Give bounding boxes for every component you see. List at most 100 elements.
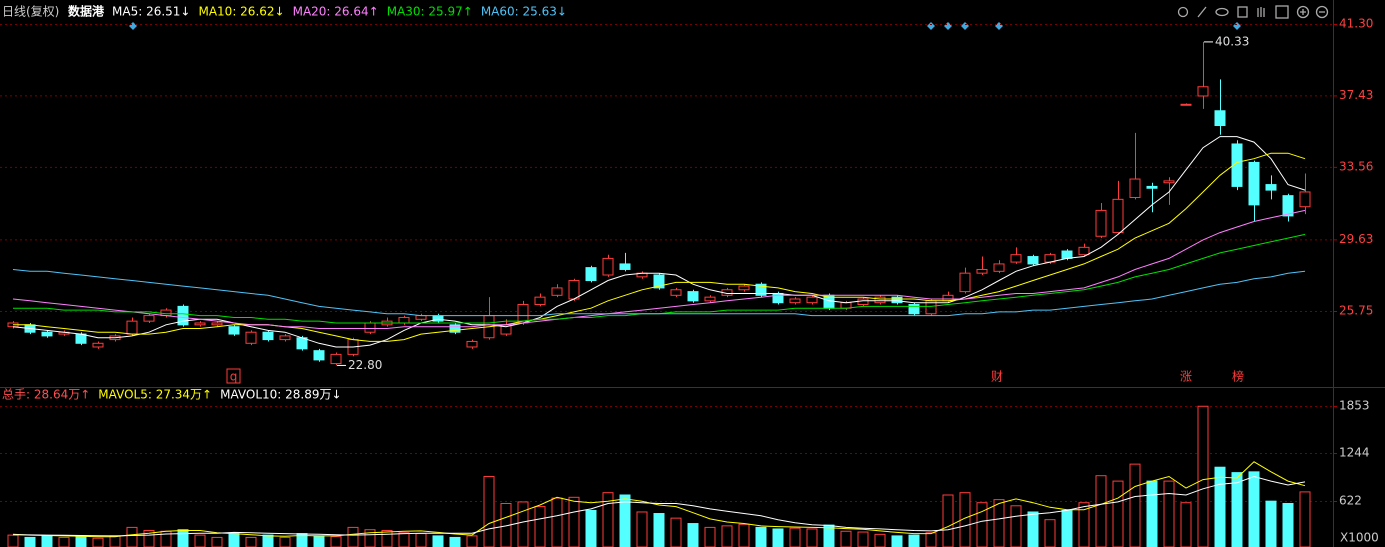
candle-body (670, 289, 682, 296)
candle-body (551, 287, 563, 296)
candle-body (1180, 103, 1192, 106)
volume-bar (517, 501, 529, 547)
event-diamond[interactable] (995, 22, 1003, 30)
y-tick-label: 29.63 (1339, 232, 1373, 246)
candle-body (585, 267, 597, 282)
draw-icon[interactable] (1197, 6, 1207, 18)
volume-bar (738, 523, 750, 547)
volume-bar (415, 533, 427, 547)
marker[interactable]: 财 (991, 370, 1003, 384)
volume-bar (398, 532, 410, 547)
event-diamond[interactable] (1233, 22, 1241, 30)
volume-bar (721, 525, 733, 547)
candle-body (993, 263, 1005, 272)
volume-bar (75, 536, 87, 547)
candle-body (466, 340, 478, 348)
event-diamond[interactable] (944, 22, 952, 30)
y-tick-label: 1244 (1339, 446, 1370, 460)
delete-icon[interactable] (1237, 6, 1248, 18)
volume-bar (568, 496, 580, 547)
candle-body (908, 304, 920, 315)
candle-body (41, 331, 53, 337)
volume-bar (1129, 463, 1141, 547)
volume-bar (891, 535, 903, 547)
volume-bar (755, 526, 767, 547)
volume-bar (840, 530, 852, 547)
candle-body (245, 331, 257, 344)
volume-bar (1265, 500, 1277, 547)
ma-line (12, 475, 1306, 537)
volume-bar (432, 535, 444, 547)
volume-bar (1214, 466, 1226, 547)
zoom-in-icon[interactable] (1296, 5, 1310, 19)
select-icon[interactable] (1275, 5, 1289, 19)
volume-bar (1180, 502, 1192, 547)
volume-bar (41, 535, 53, 547)
candle-body (1061, 250, 1073, 259)
view-icon[interactable] (1215, 7, 1229, 17)
candle-body (602, 257, 614, 276)
candle-body (857, 298, 869, 306)
volume-bar (925, 532, 937, 547)
candle-body (1112, 198, 1124, 234)
y-tick-label: 41.30 (1339, 17, 1373, 31)
volume-bar (1299, 491, 1311, 547)
candle-body (330, 353, 342, 365)
candle-body (449, 324, 461, 333)
volume-bar (1044, 519, 1056, 547)
settings-icon[interactable] (1177, 6, 1189, 18)
volume-bar (347, 526, 359, 547)
hand-icon[interactable] (1257, 7, 1265, 17)
period-label: 日线(复权) (2, 5, 59, 19)
event-diamond[interactable] (927, 22, 935, 30)
volume-bar (245, 536, 257, 547)
candle-body (959, 272, 971, 293)
volume-bar (483, 475, 495, 547)
marker[interactable]: 涨 (1180, 369, 1192, 384)
volume-bar (330, 536, 342, 547)
legend-entry: MA5: 26.51↓ (112, 5, 190, 19)
event-diamond[interactable] (129, 22, 137, 30)
volume-bar (670, 517, 682, 547)
candle-body (1282, 195, 1294, 217)
volume-bar (58, 536, 70, 547)
volume-bar (313, 535, 325, 547)
volume-bar (704, 526, 716, 547)
volume-bar (24, 536, 36, 547)
candle-body (194, 322, 206, 326)
volume-bar (806, 528, 818, 547)
candle-body (228, 326, 240, 335)
volume-bar (381, 529, 393, 547)
y-tick-label: 37.43 (1339, 88, 1373, 102)
zoom-out-icon[interactable] (1315, 5, 1329, 19)
marker-box (226, 368, 241, 384)
legend-entry: MA10: 26.62↓ (198, 5, 284, 19)
candle-body (517, 304, 529, 324)
volume-bar (449, 536, 461, 547)
volume-bar (1163, 480, 1175, 547)
extreme-label: 40.33 (1215, 34, 1249, 48)
candle-body (1027, 256, 1039, 265)
candle-body (687, 291, 699, 302)
event-diamond[interactable] (961, 22, 969, 30)
toolbar[interactable] (1177, 5, 1329, 19)
volume-bar (619, 494, 631, 547)
marker[interactable]: 榜 (1232, 369, 1244, 384)
volume-bar (1231, 472, 1243, 547)
candle-body (891, 296, 903, 304)
candle-body (534, 296, 546, 306)
candle-body (789, 298, 801, 304)
candle-body (1248, 161, 1260, 206)
event-diamonds (129, 22, 1241, 30)
marker[interactable]: q (230, 370, 238, 384)
zoom-in-plus[interactable] (1300, 9, 1306, 15)
volume-bar (976, 502, 988, 547)
volume-bar (1197, 405, 1209, 547)
volume-bar (874, 533, 886, 547)
volume-bar (1146, 480, 1158, 547)
legend-entry: MA30: 25.97↑ (387, 5, 473, 19)
candle-body (1299, 191, 1311, 208)
candle-body (653, 274, 665, 289)
volume-bar (262, 534, 274, 547)
volume-bar (687, 523, 699, 547)
